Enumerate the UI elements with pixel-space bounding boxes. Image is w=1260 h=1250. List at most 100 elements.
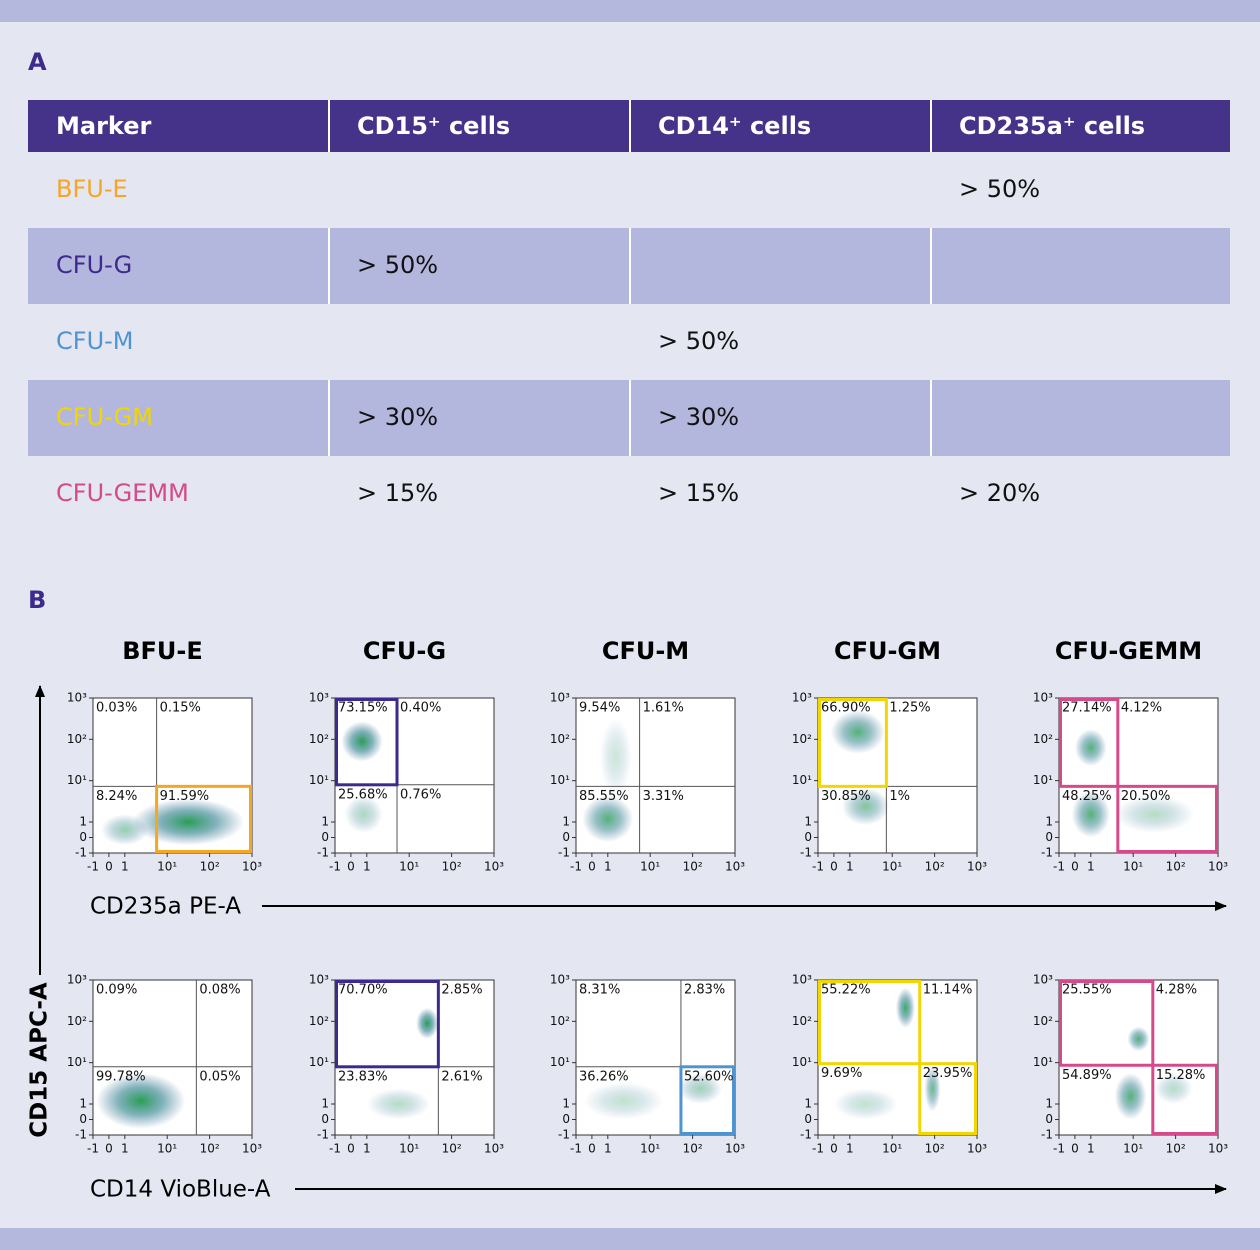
y-tick-label: 10²: [792, 732, 812, 746]
y-tick-label: 10³: [67, 972, 87, 986]
x-tick-label: 0: [830, 1142, 838, 1156]
panel-label: B: [28, 586, 46, 614]
quadrant-percent: 85.55%: [579, 789, 629, 804]
x-tick-label: 10¹: [882, 860, 902, 874]
y-tick-label: -1: [1041, 1128, 1053, 1142]
x-tick-label: 10¹: [1123, 860, 1143, 874]
quadrant-percent: 2.85%: [441, 983, 482, 998]
y-tick-label: 10³: [309, 690, 329, 704]
y-tick-label: 10³: [1033, 972, 1053, 986]
y-tick-label: 10²: [792, 1014, 812, 1028]
x-tick-label: 1: [1087, 1142, 1095, 1156]
gate: [1116, 784, 1218, 853]
gate: [335, 980, 440, 1069]
x-tick-label: 10³: [967, 860, 987, 874]
y-tick-label: 1: [562, 815, 570, 829]
quadrant-percent: 0.05%: [199, 1069, 240, 1084]
table-cell: > 50%: [658, 327, 739, 355]
quadrant-percent: 91.59%: [160, 789, 210, 804]
y-tick-label: 10²: [1033, 1014, 1053, 1028]
x-tick-label: 1: [846, 1142, 854, 1156]
x-tick-label: 0: [1071, 1142, 1079, 1156]
y-tick-label: 1: [79, 815, 87, 829]
x-axis-label: CD14 VioBlue-A: [90, 1177, 271, 1203]
quadrant-percent: 30.85%: [821, 789, 871, 804]
gate: [1151, 1063, 1219, 1135]
x-tick-label: 1: [121, 1142, 129, 1156]
y-tick-label: 10²: [550, 732, 570, 746]
density-cloud: [583, 1082, 664, 1120]
quadrant-percent: 8.31%: [579, 983, 620, 998]
x-tick-label: 10³: [725, 1142, 745, 1156]
y-tick-label: 10¹: [67, 773, 87, 787]
quadrant-percent: 9.69%: [821, 1066, 862, 1081]
quadrant-percent: 48.25%: [1062, 789, 1112, 804]
x-tick-label: 1: [604, 1142, 612, 1156]
quadrant-percent: 70.70%: [338, 983, 388, 998]
y-tick-label: 1: [79, 1097, 87, 1111]
plot-title: CFU-G: [363, 637, 446, 665]
y-tick-label: -1: [800, 846, 812, 860]
x-tick-label: 10²: [200, 860, 220, 874]
y-tick-label: -1: [317, 1128, 329, 1142]
gate: [679, 1065, 736, 1136]
quadrant-percent: 52.60%: [684, 1069, 734, 1084]
quadrant-percent: 99.78%: [96, 1069, 146, 1084]
y-tick-label: 10¹: [792, 1055, 812, 1069]
density-cloud: [1154, 1073, 1193, 1104]
quadrant-percent: 9.54%: [579, 701, 620, 716]
x-tick-label: -1: [87, 860, 99, 874]
density-cloud: [100, 814, 149, 846]
quadrant-percent: 2.83%: [684, 983, 725, 998]
table-cell: > 50%: [357, 251, 438, 279]
x-tick-label: 10³: [1208, 1142, 1228, 1156]
gate: [918, 1062, 978, 1135]
marker-cell: CFU-GEMM: [56, 479, 189, 507]
quadrant-percent: 0.09%: [96, 983, 137, 998]
y-tick-label: 10³: [309, 972, 329, 986]
x-tick-label: 10³: [967, 1142, 987, 1156]
table-cell: > 15%: [658, 479, 739, 507]
plot-title: CFU-GM: [834, 637, 941, 665]
bottom-band: [0, 1228, 1260, 1250]
quadrant-percent: 23.83%: [338, 1069, 388, 1084]
y-tick-label: 10¹: [550, 773, 570, 787]
x-tick-label: -1: [1053, 860, 1065, 874]
y-tick-label: 0: [1045, 1112, 1053, 1126]
y-tick-label: 10¹: [309, 773, 329, 787]
density-cloud: [366, 1088, 431, 1120]
density-cloud: [416, 1007, 439, 1039]
y-tick-label: 10³: [550, 972, 570, 986]
y-tick-label: 0: [804, 1112, 812, 1126]
x-tick-label: -1: [329, 1142, 341, 1156]
y-tick-label: 1: [321, 815, 329, 829]
gate: [1059, 980, 1155, 1067]
x-tick-label: 10¹: [157, 860, 177, 874]
y-tick-label: 10²: [309, 732, 329, 746]
x-tick-label: 10²: [442, 1142, 462, 1156]
table-cell: > 20%: [959, 479, 1040, 507]
x-tick-label: 10²: [925, 1142, 945, 1156]
x-tick-label: 10²: [1166, 860, 1186, 874]
x-tick-label: 10²: [442, 860, 462, 874]
gate: [155, 784, 253, 853]
x-tick-label: 10¹: [399, 860, 419, 874]
x-tick-label: -1: [812, 860, 824, 874]
x-tick-label: 10³: [484, 1142, 504, 1156]
x-tick-label: -1: [570, 860, 582, 874]
y-tick-label: 0: [321, 1112, 329, 1126]
density-cloud: [841, 787, 890, 826]
density-cloud: [924, 1065, 941, 1112]
quadrant-percent: 36.26%: [579, 1069, 629, 1084]
density-cloud: [1127, 1026, 1150, 1052]
x-tick-label: 0: [105, 1142, 113, 1156]
y-tick-label: 0: [321, 830, 329, 844]
x-tick-label: 1: [363, 860, 371, 874]
y-tick-label: 10¹: [1033, 1055, 1053, 1069]
x-tick-label: -1: [812, 1142, 824, 1156]
quadrant-percent: 4.28%: [1156, 983, 1197, 998]
quadrant-percent: 3.31%: [643, 789, 684, 804]
plot-title: BFU-E: [122, 637, 203, 665]
x-tick-label: 1: [846, 860, 854, 874]
